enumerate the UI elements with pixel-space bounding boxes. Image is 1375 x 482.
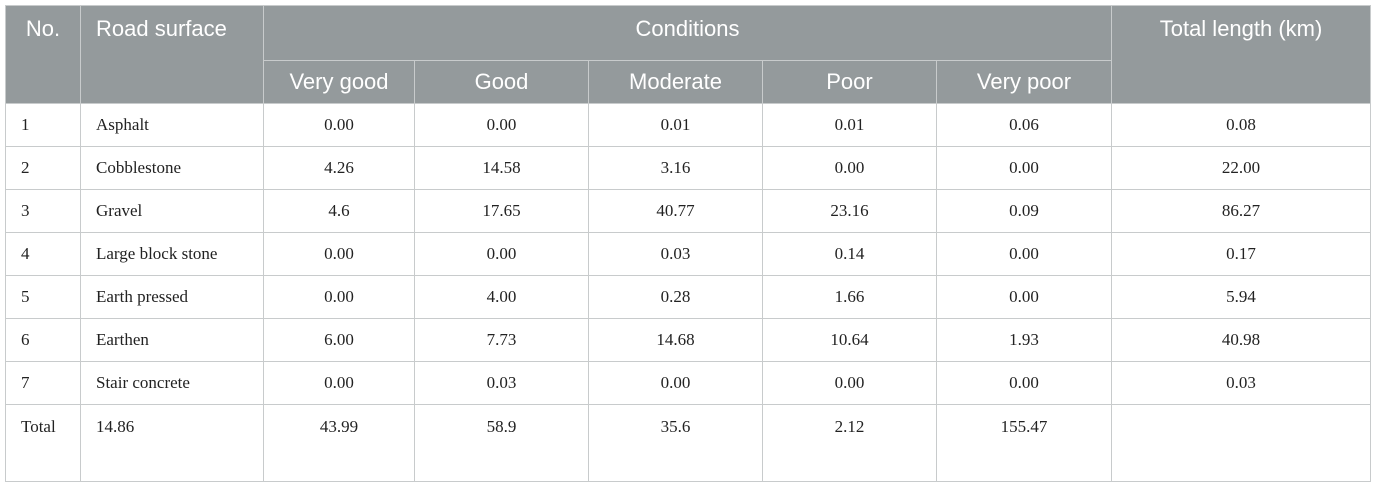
total-cell: 155.47 [935, 404, 1113, 482]
road-surface-name: Earthen [80, 318, 264, 362]
cell-moderate: 40.77 [588, 189, 763, 233]
cell-poor: 23.16 [762, 189, 937, 233]
table-body: 1 Asphalt 0.00 0.00 0.01 0.01 0.06 0.08 2 Cobbles… [5, 103, 1372, 482]
cell-poor: 0.00 [762, 361, 937, 405]
cell-very-poor: 0.00 [935, 275, 1113, 319]
total-cell: 35.6 [588, 404, 763, 482]
cell-very-poor: 0.06 [935, 103, 1113, 147]
row-number: 7 [5, 361, 81, 405]
cell-moderate: 3.16 [588, 146, 763, 190]
cell-total-length: 0.03 [1111, 361, 1372, 405]
total-cell: 58.9 [414, 404, 589, 482]
header-good: Good [414, 60, 589, 104]
header-moderate: Moderate [588, 60, 763, 104]
header-poor: Poor [762, 60, 937, 104]
cell-good: 4.00 [414, 275, 589, 319]
row-number: 6 [5, 318, 81, 362]
cell-good: 0.03 [414, 361, 589, 405]
table-row: 6 Earthen 6.00 7.73 14.68 10.64 1.93 40.98 [5, 318, 1372, 362]
row-number: 3 [5, 189, 81, 233]
cell-poor: 1.66 [762, 275, 937, 319]
header-total-length: Total length (km) [1111, 5, 1372, 104]
road-surface-name: Stair concrete [80, 361, 264, 405]
cell-moderate: 0.28 [588, 275, 763, 319]
total-cell [1111, 404, 1372, 482]
cell-total-length: 0.08 [1111, 103, 1372, 147]
cell-very-good: 4.26 [263, 146, 415, 190]
table-row: 7 Stair concrete 0.00 0.03 0.00 0.00 0.00 0.03 [5, 361, 1372, 405]
cell-very-poor: 0.00 [935, 232, 1113, 276]
cell-good: 0.00 [414, 103, 589, 147]
cell-moderate: 0.00 [588, 361, 763, 405]
cell-good: 7.73 [414, 318, 589, 362]
road-surface-name: Gravel [80, 189, 264, 233]
table-row: 2 Cobblestone 4.26 14.58 3.16 0.00 0.00 22.00 [5, 146, 1372, 190]
cell-moderate: 14.68 [588, 318, 763, 362]
cell-very-good: 0.00 [263, 232, 415, 276]
cell-poor: 10.64 [762, 318, 937, 362]
total-row: Total 14.86 43.99 58.9 35.6 2.12 155.47 [5, 404, 1372, 482]
table-header: No. Road surface Conditions Total length… [5, 5, 1372, 104]
cell-total-length: 5.94 [1111, 275, 1372, 319]
row-number: 4 [5, 232, 81, 276]
total-cell: 43.99 [263, 404, 415, 482]
road-surface-name: Large block stone [80, 232, 264, 276]
cell-moderate: 0.01 [588, 103, 763, 147]
row-number: 5 [5, 275, 81, 319]
cell-total-length: 40.98 [1111, 318, 1372, 362]
header-row-sub: Very good Good Moderate Poor Very poor [6, 60, 1371, 104]
cell-poor: 0.01 [762, 103, 937, 147]
road-surface-name: Earth pressed [80, 275, 264, 319]
total-cell: 14.86 [80, 404, 264, 482]
road-surface-name: Asphalt [80, 103, 264, 147]
table-row: 5 Earth pressed 0.00 4.00 0.28 1.66 0.00 5.94 [5, 275, 1372, 319]
cell-total-length: 22.00 [1111, 146, 1372, 190]
cell-very-poor: 0.09 [935, 189, 1113, 233]
header-road-surface: Road surface [80, 5, 264, 104]
row-number: 1 [5, 103, 81, 147]
cell-good: 0.00 [414, 232, 589, 276]
cell-poor: 0.00 [762, 146, 937, 190]
total-cell: 2.12 [762, 404, 937, 482]
row-number: 2 [5, 146, 81, 190]
cell-total-length: 0.17 [1111, 232, 1372, 276]
road-surface-conditions-table: No. Road surface Conditions Total length… [5, 5, 1372, 482]
header-conditions: Conditions [262, 5, 1113, 61]
header-very-good: Very good [263, 60, 415, 104]
header-row-top: No. Road surface Conditions Total length… [5, 5, 1372, 104]
header-no: No. [5, 5, 81, 104]
header-very-poor: Very poor [935, 60, 1113, 104]
road-surface-name: Cobblestone [80, 146, 264, 190]
cell-good: 14.58 [414, 146, 589, 190]
table-row: 3 Gravel 4.6 17.65 40.77 23.16 0.09 86.27 [5, 189, 1372, 233]
table-row: 1 Asphalt 0.00 0.00 0.01 0.01 0.06 0.08 [5, 103, 1372, 147]
cell-very-poor: 0.00 [935, 361, 1113, 405]
cell-total-length: 86.27 [1111, 189, 1372, 233]
cell-very-good: 0.00 [263, 361, 415, 405]
cell-very-good: 4.6 [263, 189, 415, 233]
cell-good: 17.65 [414, 189, 589, 233]
cell-very-poor: 0.00 [935, 146, 1113, 190]
cell-very-good: 6.00 [263, 318, 415, 362]
cell-moderate: 0.03 [588, 232, 763, 276]
cell-poor: 0.14 [762, 232, 937, 276]
cell-very-good: 0.00 [263, 275, 415, 319]
table-row: 4 Large block stone 0.00 0.00 0.03 0.14 0.00 0.… [5, 232, 1372, 276]
cell-very-good: 0.00 [263, 103, 415, 147]
cell-very-poor: 1.93 [935, 318, 1113, 362]
total-label: Total [5, 404, 81, 482]
